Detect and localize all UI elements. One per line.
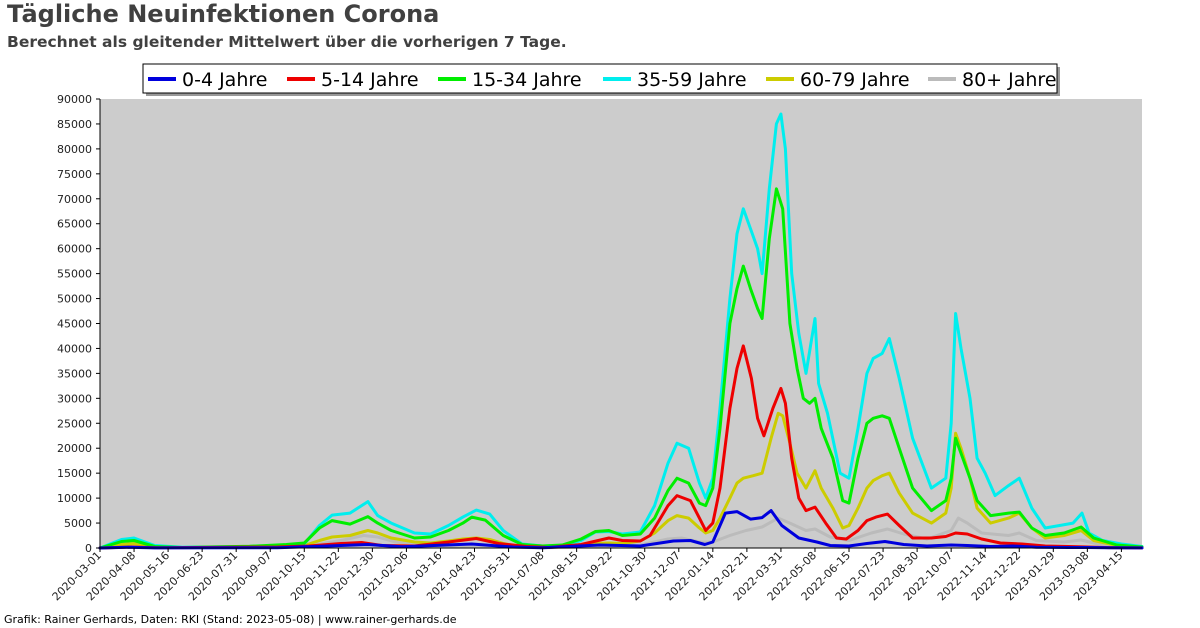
plot-area — [100, 99, 1142, 548]
legend-label: 60-79 Jahre — [800, 69, 910, 91]
series-line-5-14-jahre — [98, 344, 1144, 550]
series-line-35-59-jahre — [98, 112, 1144, 550]
y-tick-label: 10000 — [57, 492, 92, 505]
y-axis: 0 5000 10000 15000 20000 25000 30000 35000 40000… — [57, 93, 101, 555]
y-tick-label: 75000 — [57, 168, 92, 181]
y-tick-label: 90000 — [57, 93, 92, 106]
y-tick-label: 40000 — [57, 342, 92, 355]
y-tick-label: 35000 — [57, 367, 92, 380]
y-tick-label: 60000 — [57, 243, 92, 256]
series-line-0-4-jahre — [98, 509, 1144, 550]
y-tick-label: 50000 — [57, 293, 92, 306]
y-tick-label: 70000 — [57, 193, 92, 206]
y-tick-label: 30000 — [57, 392, 92, 405]
x-axis: 2020-03-012020-04-082020-05-162020-06-23… — [50, 547, 1142, 603]
legend: 0-4 Jahre 5-14 Jahre 15-34 Jahre 35-59 Jahr… — [142, 63, 1060, 96]
series-layer — [98, 112, 1144, 550]
y-tick-label: 25000 — [57, 417, 92, 430]
y-tick-label: 80000 — [57, 143, 92, 156]
chart-subtitle: Berechnet als gleitender Mittelwert über… — [7, 33, 567, 51]
y-tick-label: 45000 — [57, 318, 92, 331]
y-tick-label: 0 — [85, 542, 92, 555]
legend-box — [142, 63, 1058, 94]
legend-label: 5-14 Jahre — [321, 69, 419, 91]
y-tick-label: 65000 — [57, 218, 92, 231]
series-line-80-jahre — [98, 516, 1144, 550]
y-tick-label: 85000 — [57, 118, 92, 131]
legend-label: 35-59 Jahre — [637, 69, 747, 91]
legend-label: 80+ Jahre — [962, 69, 1057, 91]
y-tick-label: 55000 — [57, 268, 92, 281]
legend-label: 15-34 Jahre — [472, 69, 582, 91]
footer-credit: Grafik: Rainer Gerhards, Daten: RKI (Sta… — [4, 613, 457, 626]
y-tick-label: 15000 — [57, 467, 92, 480]
y-tick-label: 20000 — [57, 442, 92, 455]
y-tick-label: 5000 — [64, 517, 92, 530]
series-line-15-34-jahre — [98, 187, 1144, 550]
series-line-60-79-jahre — [98, 411, 1144, 550]
chart-title: Tägliche Neuinfektionen Corona — [7, 0, 440, 28]
legend-label: 0-4 Jahre — [182, 69, 267, 91]
